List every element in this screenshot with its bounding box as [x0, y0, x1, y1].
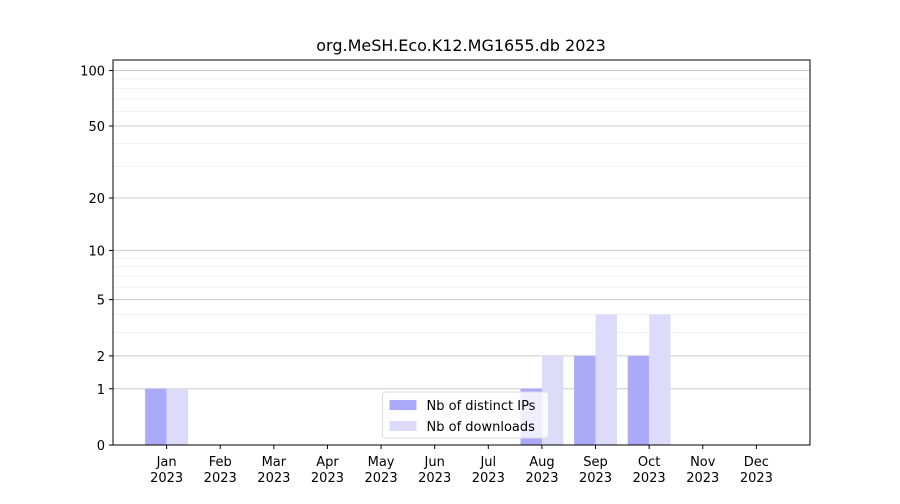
x-tick-label: Oct	[638, 455, 660, 470]
legend-box	[382, 391, 549, 439]
x-tick-label: Jul	[479, 455, 496, 470]
bar	[595, 314, 617, 445]
bar	[627, 355, 650, 445]
y-tick-label: 100	[80, 65, 105, 80]
legend-label: Nb of downloads	[427, 420, 536, 435]
legend-swatch	[389, 400, 417, 410]
x-tick-label: 2023	[365, 471, 398, 486]
y-tick-label: 2	[97, 350, 105, 365]
legend-label: Nb of distinct IPs	[427, 399, 536, 414]
x-tick-label: Aug	[529, 455, 554, 470]
x-tick-label: 2023	[525, 471, 558, 486]
bar	[145, 388, 167, 445]
x-tick-label: 2023	[686, 471, 719, 486]
x-tick-label: 2023	[150, 471, 183, 486]
x-tick-label: 2023	[418, 471, 451, 486]
y-tick-label: 1	[97, 383, 105, 398]
x-tick-label: 2023	[740, 471, 773, 486]
x-tick-label: Sep	[583, 455, 608, 470]
x-tick-label: Apr	[316, 455, 339, 470]
x-tick-label: 2023	[311, 471, 344, 486]
y-tick-label: 10	[88, 244, 105, 259]
x-tick-label: Nov	[690, 455, 716, 470]
chart-title: org.MeSH.Eco.K12.MG1655.db 2023	[316, 36, 606, 55]
y-tick-label: 20	[88, 192, 105, 207]
x-tick-label: May	[368, 455, 395, 470]
y-tick-label: 0	[97, 439, 105, 454]
x-tick-label: Jun	[424, 455, 445, 470]
bar	[574, 355, 596, 445]
y-tick-label: 50	[88, 120, 105, 135]
bar	[166, 388, 189, 445]
x-tick-label: 2023	[204, 471, 237, 486]
x-tick-label: 2023	[579, 471, 612, 486]
plot-frame	[112, 59, 811, 446]
x-tick-label: Dec	[744, 455, 769, 470]
x-tick-label: 2023	[257, 471, 290, 486]
y-tick-label: 5	[97, 294, 105, 309]
x-tick-label: 2023	[472, 471, 505, 486]
x-tick-label: Feb	[209, 455, 232, 470]
x-tick-label: Jan	[156, 455, 177, 470]
x-tick-label: Mar	[262, 455, 287, 470]
x-tick-label: 2023	[633, 471, 666, 486]
legend-swatch	[389, 421, 417, 431]
bar	[649, 314, 671, 445]
